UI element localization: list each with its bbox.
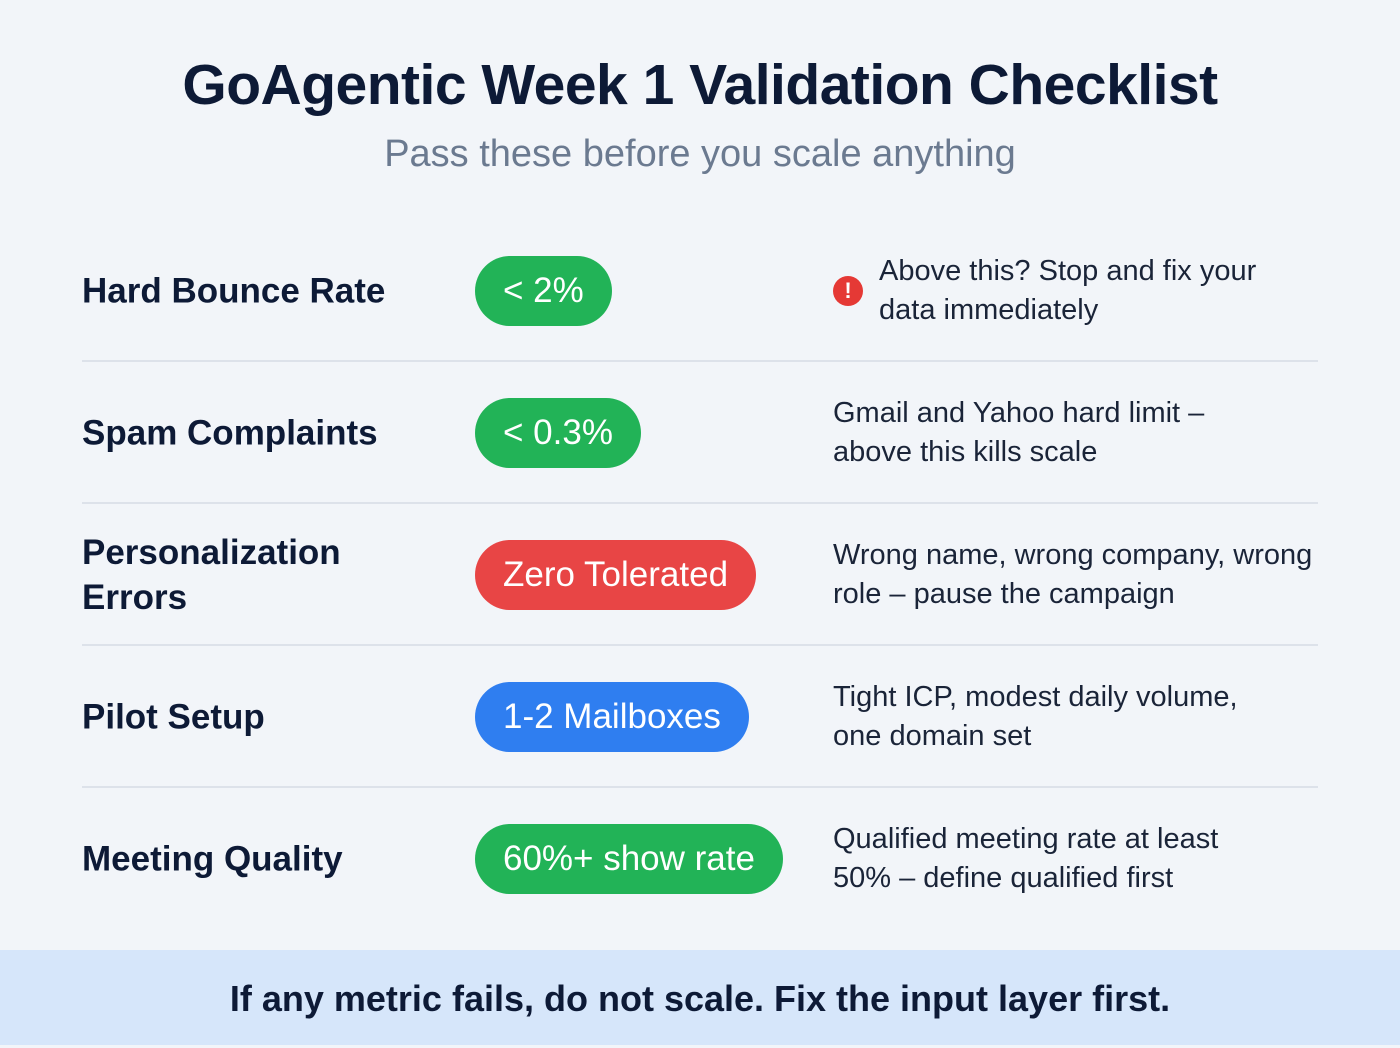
checklist-row-spam: Spam Complaints < 0.3% Gmail and Yahoo h… xyxy=(82,362,1318,504)
alert-circle-icon: ! xyxy=(833,276,863,306)
metric-description: Tight ICP, modest daily volume, one doma… xyxy=(833,681,1238,752)
metric-label: Personalization Errors xyxy=(82,533,341,617)
page-title: GoAgentic Week 1 Validation Checklist xyxy=(182,53,1218,117)
metric-description: Gmail and Yahoo hard limit – above this … xyxy=(833,397,1205,468)
metric-label: Spam Complaints xyxy=(82,413,378,453)
footer-text: If any metric fails, do not scale. Fix t… xyxy=(229,978,1171,1019)
metric-label: Hard Bounce Rate xyxy=(82,271,386,311)
divider xyxy=(82,502,1318,504)
threshold-badge: Zero Tolerated xyxy=(475,540,757,610)
checklist-row-pilot: Pilot Setup 1-2 Mailboxes Tight ICP, mod… xyxy=(82,646,1318,788)
metric-label: Meeting Quality xyxy=(82,839,343,879)
threshold-badge: 1-2 Mailboxes xyxy=(475,682,749,752)
checklist-row-personalization: Personalization Errors Zero Tolerated Wr… xyxy=(82,504,1318,646)
checklist-row-meeting: Meeting Quality 60%+ show rate Qualified… xyxy=(82,788,1318,930)
divider xyxy=(82,360,1318,362)
threshold-badge: < 2% xyxy=(475,256,612,326)
metric-description: Qualified meeting rate at least 50% – de… xyxy=(833,823,1219,894)
footer-banner: If any metric fails, do not scale. Fix t… xyxy=(0,950,1400,1045)
checklist-row-hard-bounce: Hard Bounce Rate < 2% ! Above this? Stop… xyxy=(82,220,1318,362)
page-subtitle: Pass these before you scale anything xyxy=(384,133,1016,175)
divider xyxy=(82,786,1318,788)
metric-description: Wrong name, wrong company, wrong role – … xyxy=(833,539,1313,610)
metric-label: Pilot Setup xyxy=(82,697,265,737)
metric-description: Above this? Stop and fix your data immed… xyxy=(879,255,1257,326)
threshold-badge: < 0.3% xyxy=(475,398,641,468)
threshold-badge: 60%+ show rate xyxy=(475,824,783,894)
divider xyxy=(82,644,1318,646)
